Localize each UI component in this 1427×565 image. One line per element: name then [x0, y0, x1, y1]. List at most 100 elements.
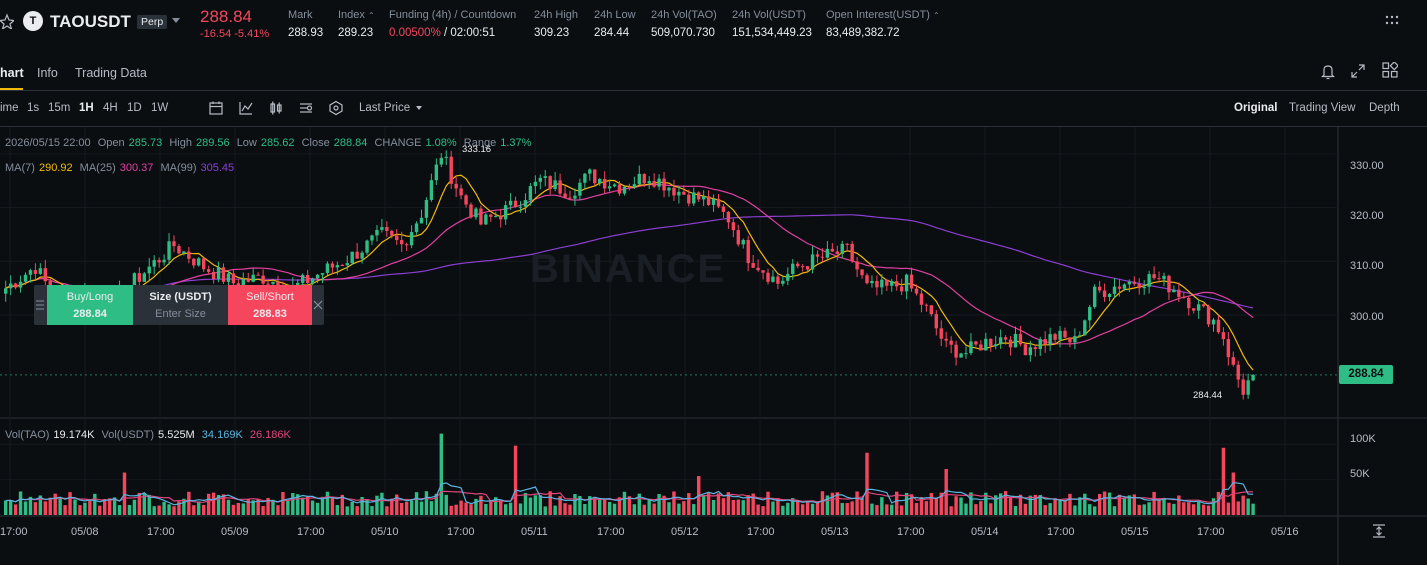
price-type-label: Last Price — [359, 102, 411, 114]
scroll-to-latest-icon[interactable] — [1372, 524, 1386, 538]
candle — [825, 248, 830, 258]
buy-long-button[interactable]: Buy/Long 288.84 — [47, 285, 133, 325]
size-input[interactable]: Size (USDT) Enter Size — [133, 285, 228, 325]
volume-bar — [1053, 498, 1057, 515]
volume-bar — [607, 501, 612, 515]
indicator-line-icon[interactable] — [238, 100, 254, 116]
volume-bar — [152, 506, 156, 515]
volume-bar — [1102, 491, 1107, 515]
symbol-dropdown-icon[interactable] — [172, 18, 180, 23]
candle — [1226, 339, 1231, 358]
candle — [335, 264, 340, 268]
candle — [1112, 286, 1117, 294]
candle — [1142, 286, 1146, 289]
volume-bar — [791, 498, 795, 515]
volume-bar — [28, 496, 33, 515]
volume-bar — [385, 506, 389, 515]
volume-bar — [1023, 503, 1028, 515]
ma99-label: MA(99) — [160, 162, 197, 174]
volume-bar — [261, 506, 265, 515]
close-icon[interactable] — [313, 299, 323, 310]
kline-chart[interactable]: BINANCE 2026/05/15 22:00 Open 285.73 High… — [0, 127, 1427, 565]
view-depth[interactable]: Depth — [1369, 102, 1400, 114]
candle — [791, 263, 795, 274]
volume-bar — [63, 505, 67, 515]
candle — [523, 200, 528, 207]
price-type-select[interactable]: Last Price — [359, 102, 423, 114]
volume-bar — [1196, 502, 1201, 515]
volume-bar — [1226, 502, 1231, 515]
candle — [776, 276, 780, 284]
candle — [607, 186, 612, 189]
open-interest-info-icon[interactable]: ⌃ — [932, 11, 940, 20]
candle — [909, 274, 914, 289]
candle — [256, 274, 260, 276]
candle — [1132, 281, 1136, 284]
interval-1d[interactable]: 1D — [127, 102, 142, 114]
volume-bar — [117, 505, 122, 515]
volume-bar — [984, 492, 988, 515]
volume-bar — [187, 491, 191, 515]
candle — [835, 251, 839, 254]
interval-1h[interactable]: 1H — [79, 102, 94, 114]
ohlc-legend: 2026/05/15 22:00 Open 285.73 High 289.56 L… — [5, 137, 535, 149]
volume-bar — [1182, 502, 1186, 515]
candle — [766, 272, 770, 282]
interval-1w[interactable]: 1W — [151, 102, 169, 114]
candle — [23, 274, 28, 282]
more-menu-icon[interactable] — [1385, 14, 1399, 28]
candle — [1043, 339, 1047, 345]
volume-bar — [127, 504, 132, 515]
volume-bar — [736, 499, 740, 515]
x-tick-label: 17:00 — [897, 526, 925, 538]
buy-long-price: 288.84 — [73, 308, 107, 320]
view-original[interactable]: Original — [1234, 102, 1278, 114]
tab-info[interactable]: Info — [37, 66, 58, 80]
view-trading-view[interactable]: Trading View — [1289, 102, 1356, 114]
kline-chart-svg[interactable]: BINANCE — [0, 127, 1427, 565]
index-info-icon[interactable]: ⌃ — [367, 11, 375, 20]
candle-style-icon[interactable] — [268, 100, 284, 116]
depth-overlay-icon[interactable] — [328, 100, 344, 116]
candle — [899, 286, 904, 292]
vol-usdt-label: Vol(USDT) — [101, 429, 155, 441]
candle — [1167, 275, 1171, 293]
candle — [865, 275, 869, 284]
candle — [142, 273, 146, 282]
volume-bar — [1192, 504, 1196, 515]
sell-short-button[interactable]: Sell/Short 288.83 — [228, 285, 312, 325]
layout-grid-icon[interactable] — [1382, 61, 1399, 78]
candle — [998, 337, 1003, 345]
volume-bar — [48, 497, 52, 515]
interval-4h[interactable]: 4H — [103, 102, 118, 114]
tab-trading-data[interactable]: Trading Data — [75, 66, 147, 80]
interval-1s[interactable]: 1s — [27, 102, 40, 114]
favorite-star-icon[interactable] — [0, 13, 16, 31]
candle — [751, 263, 755, 268]
interval-time[interactable]: ime — [0, 102, 19, 114]
volume-bar — [112, 497, 117, 515]
drag-handle-icon[interactable] — [36, 299, 44, 310]
candle — [310, 278, 315, 284]
volume-bar — [1246, 498, 1250, 515]
fullscreen-icon[interactable] — [1351, 64, 1365, 78]
calendar-icon[interactable] — [208, 100, 224, 116]
candle — [1008, 339, 1013, 348]
candle — [667, 187, 671, 191]
volume-bar — [73, 499, 77, 515]
x-tick-label: 05/10 — [371, 526, 399, 538]
volume-bar — [172, 506, 176, 515]
ma7-label: MA(7) — [5, 162, 35, 174]
volume-bar — [360, 496, 364, 515]
chart-settings-icon[interactable] — [298, 100, 314, 116]
volume-bar — [38, 495, 43, 515]
interval-15m[interactable]: 15m — [48, 102, 71, 114]
tab-chart[interactable]: hart — [0, 66, 24, 80]
volume-bar — [1187, 502, 1191, 515]
candle — [1157, 278, 1161, 280]
alert-bell-icon[interactable] — [1321, 64, 1335, 80]
volume-bar — [88, 501, 92, 515]
sell-short-label: Sell/Short — [246, 291, 294, 303]
candle — [692, 192, 696, 204]
symbol-name[interactable]: TAOUSDT — [50, 12, 131, 31]
